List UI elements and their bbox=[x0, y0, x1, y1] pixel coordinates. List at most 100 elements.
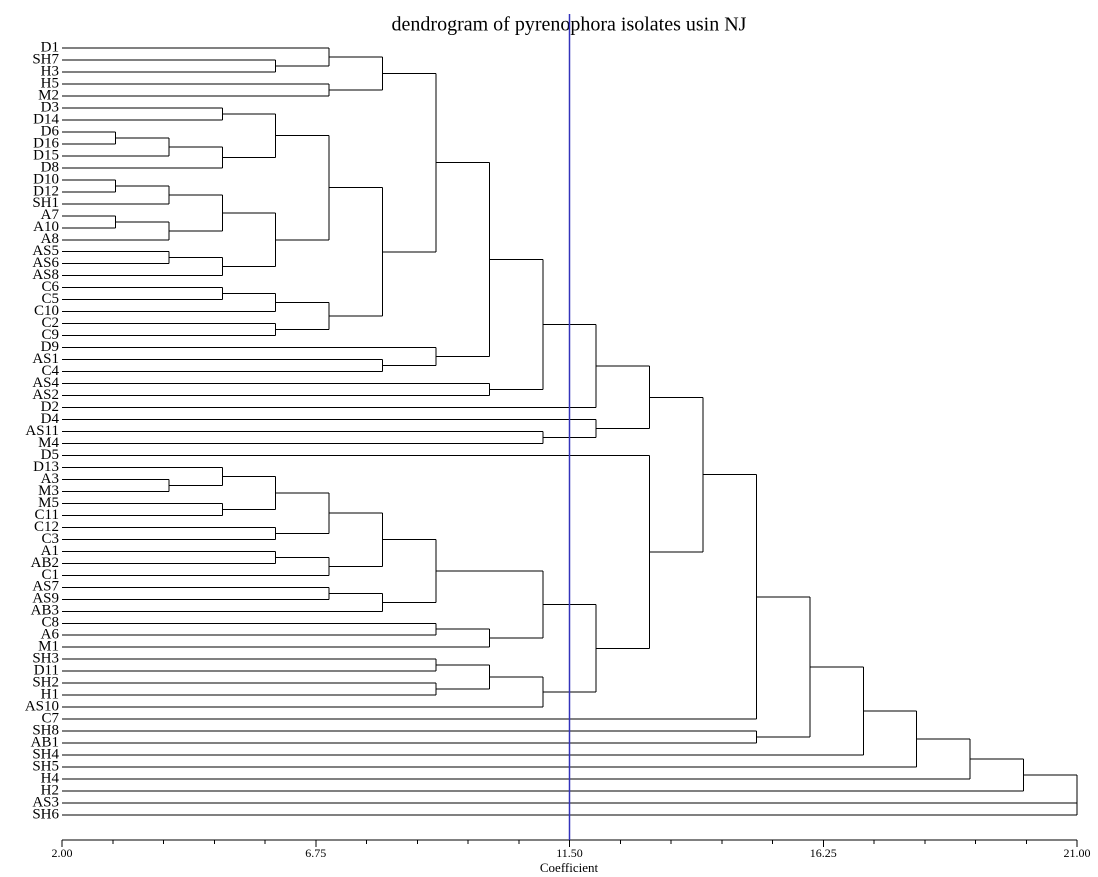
branch bbox=[62, 185, 170, 205]
branch bbox=[62, 419, 597, 438]
branch bbox=[62, 221, 170, 241]
branch bbox=[62, 738, 971, 780]
leaf-label: D1 bbox=[41, 39, 59, 55]
x-tick-label: 16.25 bbox=[810, 846, 837, 860]
leaf-label: A8 bbox=[41, 231, 59, 247]
branch bbox=[62, 383, 490, 397]
branch bbox=[62, 658, 437, 672]
leaf-label: H4 bbox=[41, 770, 60, 786]
x-tick-label: 21.00 bbox=[1064, 846, 1091, 860]
leaf-label: AS6 bbox=[32, 255, 59, 271]
branch bbox=[168, 194, 223, 232]
leaf-label: AB2 bbox=[31, 555, 59, 571]
x-axis-label: Coefficient bbox=[540, 860, 599, 875]
branch bbox=[435, 162, 490, 358]
leaf-label: AS9 bbox=[32, 591, 59, 607]
leaf-label: D8 bbox=[41, 159, 59, 175]
leaf-label: C6 bbox=[41, 279, 59, 295]
leaf-label: D12 bbox=[33, 183, 59, 199]
leaf-label: AS1 bbox=[32, 351, 59, 367]
leaf-label: C4 bbox=[41, 363, 59, 379]
branch bbox=[62, 466, 223, 486]
leaf-label: D3 bbox=[41, 99, 59, 115]
leaf-label: M4 bbox=[38, 435, 59, 451]
leaf-label: D10 bbox=[33, 171, 59, 187]
leaf-label: AS8 bbox=[32, 267, 59, 283]
branch bbox=[275, 135, 330, 241]
branch bbox=[756, 596, 811, 738]
leaf-label: AS10 bbox=[25, 699, 59, 715]
branch bbox=[62, 628, 490, 648]
leaf-label: C10 bbox=[34, 303, 59, 319]
leaf-label: SH7 bbox=[32, 51, 59, 67]
branch bbox=[62, 550, 277, 564]
leaf-label: AS3 bbox=[32, 794, 59, 810]
leaf-label: SH4 bbox=[32, 747, 59, 763]
branch bbox=[275, 302, 330, 331]
branch bbox=[62, 758, 1025, 792]
leaf-label: C1 bbox=[41, 567, 59, 583]
branch bbox=[329, 512, 384, 567]
leaf-label: D13 bbox=[33, 459, 59, 475]
leaf-label: H1 bbox=[41, 687, 59, 703]
x-tick-label: 2.00 bbox=[52, 846, 73, 860]
leaf-label: AB1 bbox=[31, 735, 59, 751]
leaf-label: C7 bbox=[41, 711, 59, 727]
leaf-label: M1 bbox=[38, 639, 59, 655]
branch bbox=[62, 83, 330, 97]
leaf-label: M5 bbox=[38, 495, 59, 511]
branch bbox=[62, 146, 223, 169]
branch bbox=[62, 323, 277, 337]
branch bbox=[62, 676, 544, 708]
leaf-label: D15 bbox=[33, 147, 59, 163]
leaf-label: SH2 bbox=[32, 675, 59, 691]
branch bbox=[62, 502, 223, 516]
branch bbox=[62, 257, 223, 277]
branch bbox=[222, 475, 277, 510]
x-tick-label: 6.75 bbox=[305, 846, 326, 860]
branch bbox=[62, 474, 757, 720]
branch bbox=[329, 187, 384, 317]
leaf-label: C8 bbox=[41, 615, 59, 631]
leaf-label: H2 bbox=[41, 782, 59, 798]
leaf-label: SH8 bbox=[32, 723, 59, 739]
branch bbox=[62, 107, 223, 121]
leaf-label: H3 bbox=[41, 63, 59, 79]
leaf-label: D14 bbox=[33, 111, 59, 127]
leaf-label: C9 bbox=[41, 327, 59, 343]
branch bbox=[435, 664, 490, 690]
branch bbox=[62, 478, 170, 492]
leaf-label: AS5 bbox=[32, 243, 59, 259]
leaf-label: D4 bbox=[41, 411, 60, 427]
branch bbox=[329, 56, 384, 91]
branch bbox=[62, 454, 651, 649]
leaf-label: M2 bbox=[38, 87, 59, 103]
branch bbox=[62, 622, 437, 636]
leaf-label: SH1 bbox=[32, 195, 59, 211]
branch bbox=[62, 287, 223, 301]
x-tick-label: 11.50 bbox=[556, 846, 583, 860]
leaf-label: C11 bbox=[35, 507, 59, 523]
branch bbox=[62, 293, 277, 313]
branch bbox=[435, 570, 544, 639]
leaf-label: C3 bbox=[41, 531, 59, 547]
leaf-label: D5 bbox=[41, 447, 59, 463]
branch bbox=[62, 682, 437, 696]
branch bbox=[62, 179, 116, 193]
leaf-label: D2 bbox=[41, 399, 59, 415]
leaf-label: D11 bbox=[34, 663, 59, 679]
branch bbox=[222, 212, 277, 268]
branch bbox=[275, 492, 330, 534]
branch bbox=[62, 592, 384, 612]
branch bbox=[649, 396, 704, 553]
leaf-label: D16 bbox=[33, 135, 59, 151]
leaf-label: SH5 bbox=[32, 759, 59, 775]
leaf-label: SH6 bbox=[32, 806, 59, 822]
leaf-label: SH3 bbox=[32, 651, 59, 667]
leaf-label: D6 bbox=[41, 123, 60, 139]
branch bbox=[62, 431, 544, 444]
leaf-label: AS11 bbox=[25, 423, 59, 439]
leaf-label: C2 bbox=[41, 315, 59, 331]
branch bbox=[382, 539, 437, 603]
leaf-label: A1 bbox=[41, 543, 59, 559]
